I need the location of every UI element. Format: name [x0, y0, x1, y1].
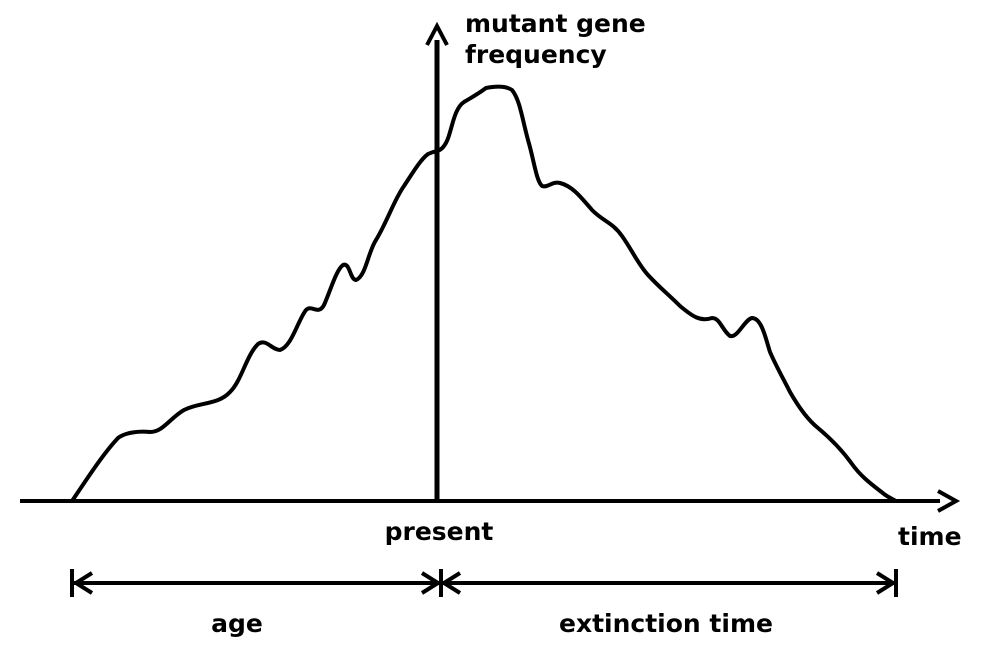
extinction-time-label: extinction time [559, 609, 773, 638]
age-right-arrowhead [420, 571, 442, 595]
frequency-axis-arrowhead [425, 21, 449, 46]
time-axis-label: time [898, 522, 962, 551]
age-left-arrowhead [72, 571, 94, 595]
time-axis-arrowhead [937, 489, 961, 513]
frequency-curve [70, 84, 897, 503]
extinction-left-arrowhead [440, 571, 462, 595]
extinction-right-arrowhead [875, 571, 897, 595]
frequency-axis-label-line-2: frequency [465, 40, 607, 69]
age-label: age [211, 609, 263, 638]
present-label: present [385, 517, 494, 546]
frequency-axis-label-line-1: mutant gene [465, 9, 646, 38]
